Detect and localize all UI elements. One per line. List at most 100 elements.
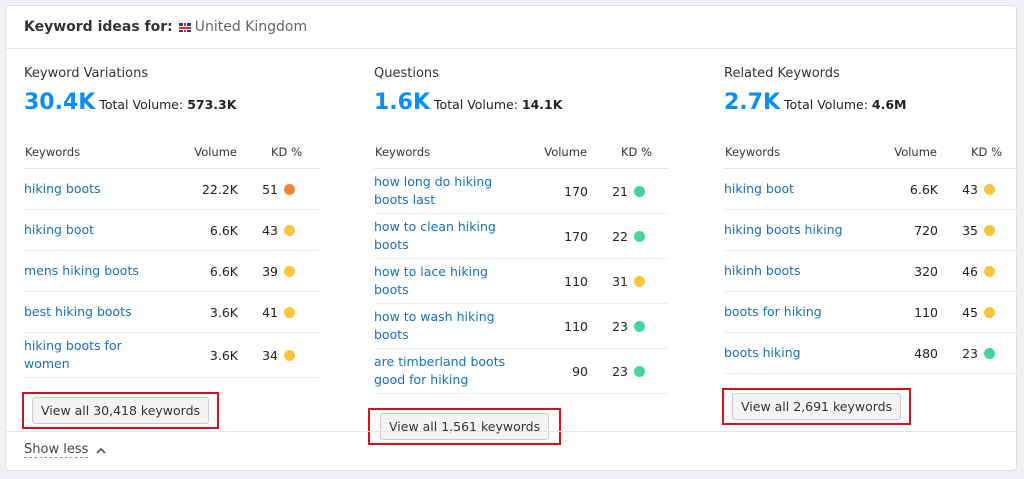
keyword-link[interactable]: how to wash hiking boots: [374, 309, 495, 342]
kd-value: 23: [938, 332, 978, 374]
kd-value: 43: [238, 209, 278, 251]
kd-value: 31: [588, 258, 628, 304]
keyword-link[interactable]: how to clean hiking boots: [374, 219, 496, 252]
keyword-panel: Keyword Variations 30.4K Total Volume: 573…: [22, 66, 319, 429]
volume: 3.6K: [171, 291, 238, 333]
kd-cell: [978, 291, 1019, 333]
keyword-link[interactable]: hiking boots: [24, 181, 101, 196]
keyword-link[interactable]: how to lace hiking boots: [374, 264, 488, 297]
keyword-row: best hiking boots 3.6K 41: [24, 291, 319, 333]
kd-value: 39: [238, 250, 278, 292]
kd-indicator: [984, 347, 995, 359]
header-row: Keywords Volume KD %: [374, 136, 669, 169]
keyword-link[interactable]: hiking boots for women: [24, 338, 122, 371]
card-header: Keyword ideas for: United Kingdom: [6, 6, 1016, 49]
keyword-link[interactable]: hiking boots hiking: [724, 222, 843, 237]
kd-indicator: [984, 265, 995, 277]
panel-title: Keyword Variations: [24, 66, 149, 81]
column-header: Keywords: [374, 136, 521, 169]
keyword-row: boots for hiking 110 45: [724, 291, 1019, 333]
summary: 2.7K Total Volume: 4.6M: [724, 88, 1019, 118]
keyword-link[interactable]: best hiking boots: [24, 304, 132, 319]
keyword-cell: how to wash hiking boots: [374, 303, 521, 349]
kd-cell: [628, 348, 669, 394]
header-row: Keywords Volume KD %: [724, 136, 1019, 169]
keyword-table: Keywords Volume KD % hiking boot 6.6K 43 hikin…: [724, 136, 1019, 374]
total-volume: 573.3K: [187, 97, 237, 112]
header-row: Keywords Volume KD %: [24, 136, 319, 169]
keyword-link[interactable]: hiking boot: [724, 181, 795, 196]
keyword-link[interactable]: mens hiking boots: [24, 263, 139, 278]
kd-indicator: [284, 183, 295, 195]
kd-cell: [628, 303, 669, 349]
keyword-cell: hiking boots: [24, 168, 171, 210]
summary: 30.4K Total Volume: 573.3K: [24, 88, 319, 118]
keyword-cell: how to lace hiking boots: [374, 258, 521, 304]
panel-title: Questions: [374, 66, 439, 81]
column-header: KD %: [938, 136, 1019, 169]
kd-cell: [628, 213, 669, 259]
keyword-cell: hiking boots for women: [24, 332, 171, 378]
kd-indicator: [284, 306, 295, 318]
volume: 6.6K: [871, 168, 938, 210]
keyword-table: Keywords Volume KD % how long do hiking boo…: [374, 136, 669, 394]
keyword-cell: hiking boots hiking: [724, 209, 871, 251]
keyword-ideas-card: Keyword ideas for: United Kingdom Keyword…: [5, 5, 1019, 472]
kd-cell: [978, 168, 1019, 210]
kd-indicator: [634, 230, 645, 242]
volume: 480: [871, 332, 938, 374]
kd-indicator: [634, 275, 645, 287]
kd-value: 41: [238, 291, 278, 333]
keyword-count: 30.4K: [24, 90, 96, 115]
kd-indicator: [634, 320, 645, 332]
flag-icon: [178, 23, 191, 32]
keyword-table: Keywords Volume KD % hiking boots 22.2K 51 hik…: [24, 136, 319, 378]
kd-cell: [628, 168, 669, 214]
view-all-button[interactable]: View all 2,691 keywords: [732, 393, 902, 420]
header-label: Keyword ideas for:: [24, 19, 173, 35]
card-footer: Show less: [6, 431, 1016, 472]
keyword-row: hiking boots hiking 720 35: [724, 209, 1019, 251]
kd-cell: [628, 258, 669, 304]
keyword-link[interactable]: hikinh boots: [724, 263, 801, 278]
column-header: Volume: [521, 136, 588, 169]
keyword-cell: are timberland boots good for hiking: [374, 348, 521, 394]
keyword-row: hiking boot 6.6K 43: [724, 168, 1019, 210]
keyword-link[interactable]: boots for hiking: [724, 304, 822, 319]
view-all-button[interactable]: View all 30,418 keywords: [32, 397, 210, 424]
kd-value: 23: [588, 348, 628, 394]
keyword-link[interactable]: hiking boot: [24, 222, 95, 237]
keyword-cell: how long do hiking boots last: [374, 168, 521, 214]
keyword-row: hiking boots for women 3.6K 34: [24, 332, 319, 378]
total-label: Total Volume:: [99, 97, 184, 112]
volume: 170: [521, 168, 588, 214]
keyword-row: how to lace hiking boots 110 31: [374, 258, 669, 304]
kd-indicator: [634, 185, 645, 197]
country: United Kingdom: [194, 19, 308, 35]
view-all-button[interactable]: View all 1,561 keywords: [380, 413, 550, 440]
total-volume: 14.1K: [521, 97, 563, 112]
kd-cell: [278, 291, 319, 333]
keyword-count: 1.6K: [374, 90, 431, 115]
kd-value: 21: [588, 168, 628, 214]
volume: 90: [521, 348, 588, 394]
highlight-box: View all 30,418 keywords: [22, 392, 220, 429]
kd-cell: [278, 250, 319, 292]
kd-indicator: [984, 306, 995, 318]
keyword-link[interactable]: how long do hiking boots last: [374, 174, 493, 207]
column-header: KD %: [588, 136, 669, 169]
summary: 1.6K Total Volume: 14.1K: [374, 88, 669, 118]
kd-indicator: [284, 349, 295, 361]
panel-title: Related Keywords: [724, 66, 840, 81]
show-less-toggle[interactable]: Show less: [24, 442, 89, 458]
keyword-cell: hiking boot: [24, 209, 171, 251]
column-header: Volume: [871, 136, 938, 169]
kd-value: 51: [238, 168, 278, 210]
keyword-row: hikinh boots 320 46: [724, 250, 1019, 292]
keyword-row: mens hiking boots 6.6K 39: [24, 250, 319, 292]
total-label: Total Volume:: [784, 97, 868, 112]
keyword-row: boots hiking 480 23: [724, 332, 1019, 374]
keyword-link[interactable]: boots hiking: [724, 345, 801, 360]
volume: 22.2K: [171, 168, 238, 210]
keyword-link[interactable]: are timberland boots good for hiking: [374, 354, 506, 387]
